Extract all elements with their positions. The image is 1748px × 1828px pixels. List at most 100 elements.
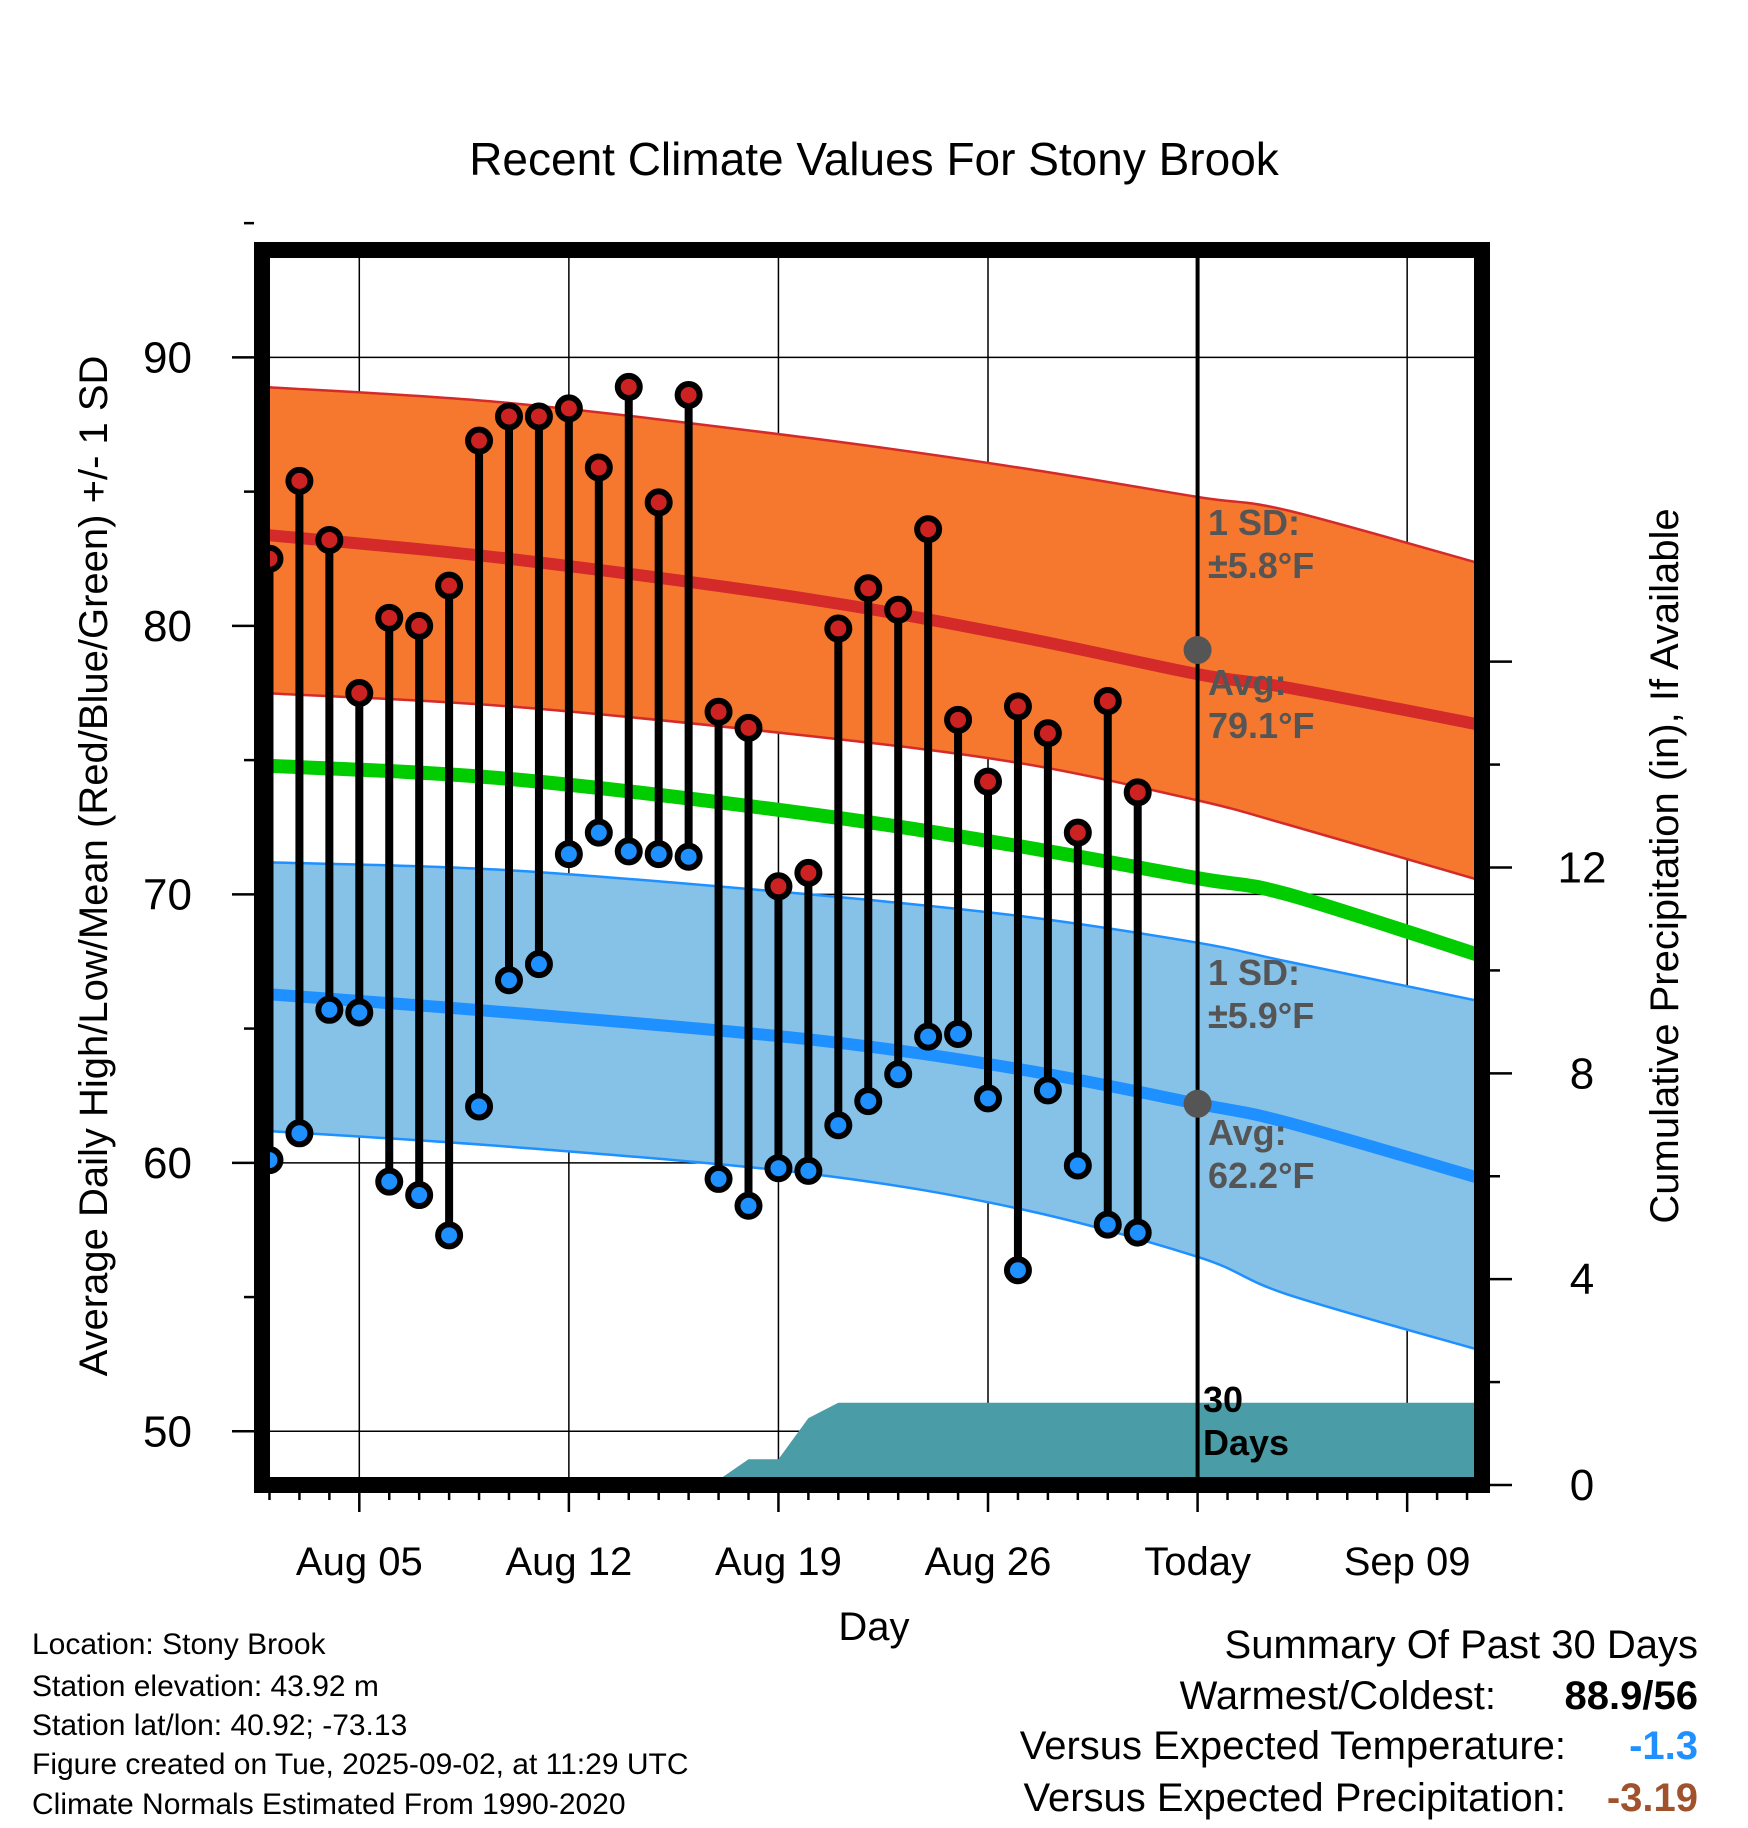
daily-high-point [734,713,763,742]
precipitation-fill [262,1402,1482,1485]
daily-high-point [704,697,733,726]
daily-low-point [974,1084,1003,1113]
daily-record [644,488,673,869]
daily-high-point [1157,0,1179,11]
daily-record [405,611,434,1210]
x-axis-label: Day [838,1605,909,1649]
daily-record [884,595,913,1089]
daily-high-point [944,705,973,734]
daily-record [524,402,553,979]
daily-record [554,394,583,869]
daily-low-point [554,840,583,869]
daily-low-point [435,1221,464,1250]
window-label-number: 30 [1203,1379,1243,1420]
daily-high-point [884,595,913,624]
footer-elevation: Station elevation: 43.92 m [32,1670,379,1703]
x-tick-label: Aug 19 [715,1540,842,1584]
daily-high-point [524,402,553,431]
daily-high-point [764,872,793,901]
daily-high-point [465,426,494,455]
footer-latlon: Station lat/lon: 40.92; -73.13 [32,1709,408,1742]
daily-low-point [764,1154,793,1183]
high-lower-edge [262,691,1482,883]
daily-low-point [1093,1210,1122,1239]
daily-low-point [524,950,553,979]
x-axis: Aug 05 Aug 12 Aug 19 Aug 26 Today Sep 09 [268,1493,1471,1584]
daily-record [1063,818,1092,1180]
plot-frame [254,242,1490,1493]
daily-record [794,858,823,1185]
daily-low-point [614,837,643,866]
low-avg-value: 62.2°F [1208,1155,1314,1196]
daily-low-point [375,1167,404,1196]
daily-record [315,525,344,1024]
y-tick-label-left: 90 [143,333,192,382]
precipitation-area [262,1402,1482,1485]
daily-record [1033,719,1062,1105]
summary-warmest-value: 88.9/56 [1564,1674,1698,1718]
high-upper-edge [262,385,1482,566]
daily-record [1157,0,1179,11]
summary-title: Summary Of Past 30 Days [1224,1623,1698,1667]
daily-low-point [884,1060,913,1089]
footer-normals: Climate Normals Estimated From 1990-2020 [32,1788,626,1821]
daily-record [974,767,1003,1113]
y-tick-label-right: 0 [1570,1461,1594,1510]
daily-low-point [405,1181,434,1210]
x-tick-label: Today [1144,1540,1251,1584]
y-axis-left: 50 60 70 80 90 [143,221,254,1456]
daily-record [944,705,973,1048]
low-avg-label: Avg: [1208,1112,1287,1153]
daily-low-point [584,818,613,847]
daily-high-point [375,603,404,632]
daily-high-point [1003,692,1032,721]
footer-location: Location: Stony Brook [32,1628,326,1661]
daily-high-point [974,767,1003,796]
daily-high-point [644,488,673,517]
daily-low-point [914,1022,943,1051]
daily-low-point [674,842,703,871]
today-high-avg-marker [1183,636,1212,665]
daily-low-point [465,1092,494,1121]
daily-high-point [494,402,523,431]
high-sd-value: ±5.8°F [1208,545,1314,586]
daily-low-point [1123,1218,1152,1247]
x-tick-label: Sep 09 [1344,1540,1471,1584]
today-low-avg-marker [1183,1089,1212,1118]
low-lower-edge [262,1129,1482,1353]
daily-record [764,872,793,1183]
daily-low-point [824,1111,853,1140]
high-avg-value: 79.1°F [1208,705,1314,746]
daily-high-point [554,394,583,423]
daily-record [1123,778,1152,1247]
summary-precip-value: -3.19 [1606,1776,1698,1820]
daily-low-point [794,1156,823,1185]
daily-high-point [854,574,883,603]
today-average-markers [1183,636,1212,1118]
daily-record [584,453,613,847]
daily-low-point [315,995,344,1024]
daily-high-point [405,611,434,640]
daily-record [1003,692,1032,1285]
daily-low-point [644,840,673,869]
daily-high-point [1033,719,1062,748]
daily-high-point [674,380,703,409]
daily-record [435,571,464,1250]
daily-high-point [824,614,853,643]
daily-high-point [614,372,643,401]
chart-title: Recent Climate Values For Stony Brook [469,133,1280,185]
high-sd-label: 1 SD: [1208,502,1300,543]
daily-high-point [1063,818,1092,847]
daily-record [1093,687,1122,1239]
daily-low-point [704,1164,733,1193]
daily-high-point [1123,778,1152,807]
daily-record [345,678,374,1027]
daily-low-point [1063,1151,1092,1180]
low-upper-edge [262,860,1482,1003]
daily-low-point [345,998,374,1027]
summary-precip-label: Versus Expected Precipitation: [1023,1776,1566,1820]
daily-high-point [435,571,464,600]
y-tick-label-right: 4 [1570,1255,1594,1304]
y-tick-label-left: 80 [143,602,192,651]
